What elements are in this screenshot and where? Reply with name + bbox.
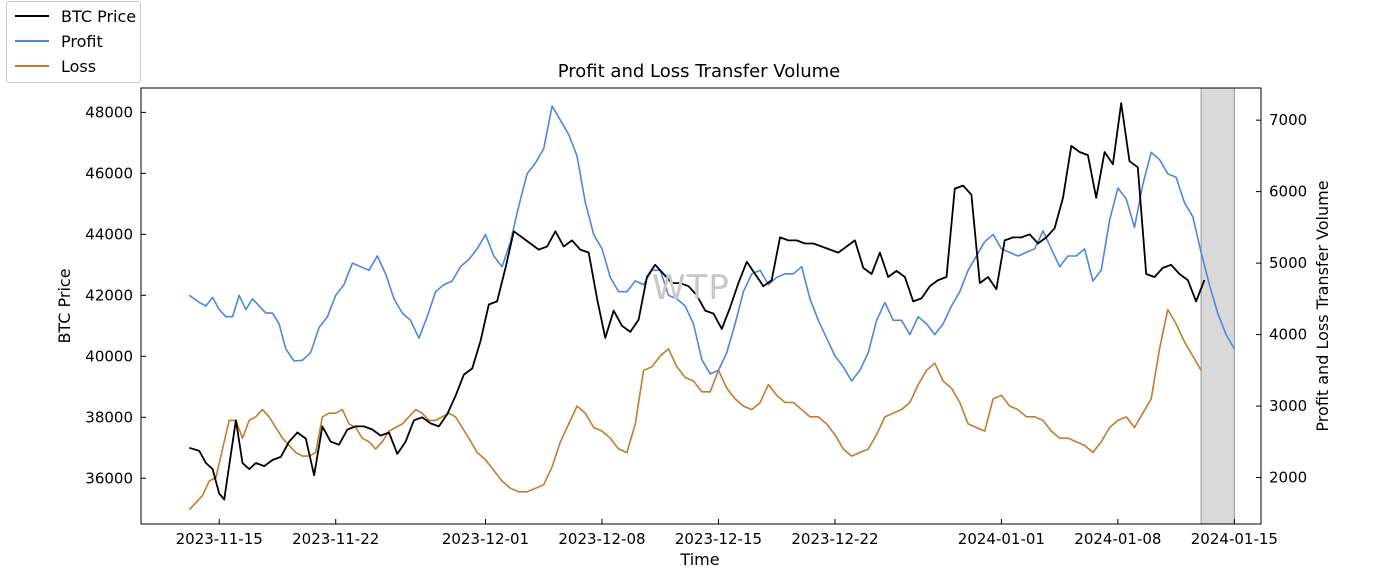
y-right-tick-label: 4000 bbox=[1269, 326, 1307, 344]
y-axis-right-label: Profit and Loss Transfer Volume bbox=[1313, 180, 1332, 431]
legend-item-loss: Loss bbox=[15, 55, 96, 77]
x-tick-label: 2023-11-15 bbox=[176, 530, 263, 548]
y-left-tick-label: 42000 bbox=[85, 286, 133, 304]
y-left-tick-label: 36000 bbox=[85, 469, 133, 487]
x-tick-label: 2024-01-15 bbox=[1191, 530, 1278, 548]
y-left-tick-label: 38000 bbox=[85, 408, 133, 426]
plot-frame bbox=[140, 87, 1262, 525]
y-right-tick-label: 6000 bbox=[1269, 183, 1307, 201]
legend-swatch-profit bbox=[15, 40, 49, 42]
chart-title: Profit and Loss Transfer Volume bbox=[558, 61, 841, 82]
watermark: WTP bbox=[652, 268, 730, 308]
legend-label-loss: Loss bbox=[61, 56, 97, 76]
legend-item-btc: BTC Price bbox=[15, 5, 136, 27]
x-tick-label: 2023-11-22 bbox=[292, 530, 379, 548]
x-tick-label: 2023-12-01 bbox=[442, 530, 529, 548]
highlight-region bbox=[1200, 87, 1235, 525]
y-left-tick-label: 40000 bbox=[85, 347, 133, 365]
y-left-tick-label: 44000 bbox=[85, 225, 133, 243]
legend-label-profit: Profit bbox=[61, 31, 103, 51]
legend-swatch-loss bbox=[15, 65, 49, 67]
y-axis-left-label: BTC Price bbox=[55, 268, 74, 343]
legend-swatch-btc bbox=[15, 15, 49, 17]
y-right-tick-label: 5000 bbox=[1269, 254, 1307, 272]
series-line-btc-price bbox=[189, 102, 1206, 501]
legend: BTC Price Profit Loss bbox=[6, 1, 141, 83]
x-axis-label: Time bbox=[679, 550, 719, 569]
y-left-tick-label: 46000 bbox=[85, 164, 133, 182]
y-right-tick-label: 2000 bbox=[1269, 469, 1307, 487]
x-tick-label: 2024-01-01 bbox=[958, 530, 1045, 548]
x-tick-label: 2023-12-15 bbox=[675, 530, 762, 548]
y-right-tick-label: 7000 bbox=[1269, 111, 1307, 129]
y-left-tick-label: 48000 bbox=[85, 103, 133, 121]
series-line-loss bbox=[188, 308, 1202, 511]
series-line-profit bbox=[188, 105, 1236, 382]
x-tick-label: 2024-01-08 bbox=[1074, 530, 1161, 548]
y-right-tick-label: 3000 bbox=[1269, 397, 1307, 415]
x-tick-label: 2023-12-08 bbox=[558, 530, 645, 548]
x-tick-label: 2023-12-22 bbox=[791, 530, 878, 548]
legend-item-profit: Profit bbox=[15, 30, 103, 52]
legend-label-btc: BTC Price bbox=[61, 6, 137, 26]
